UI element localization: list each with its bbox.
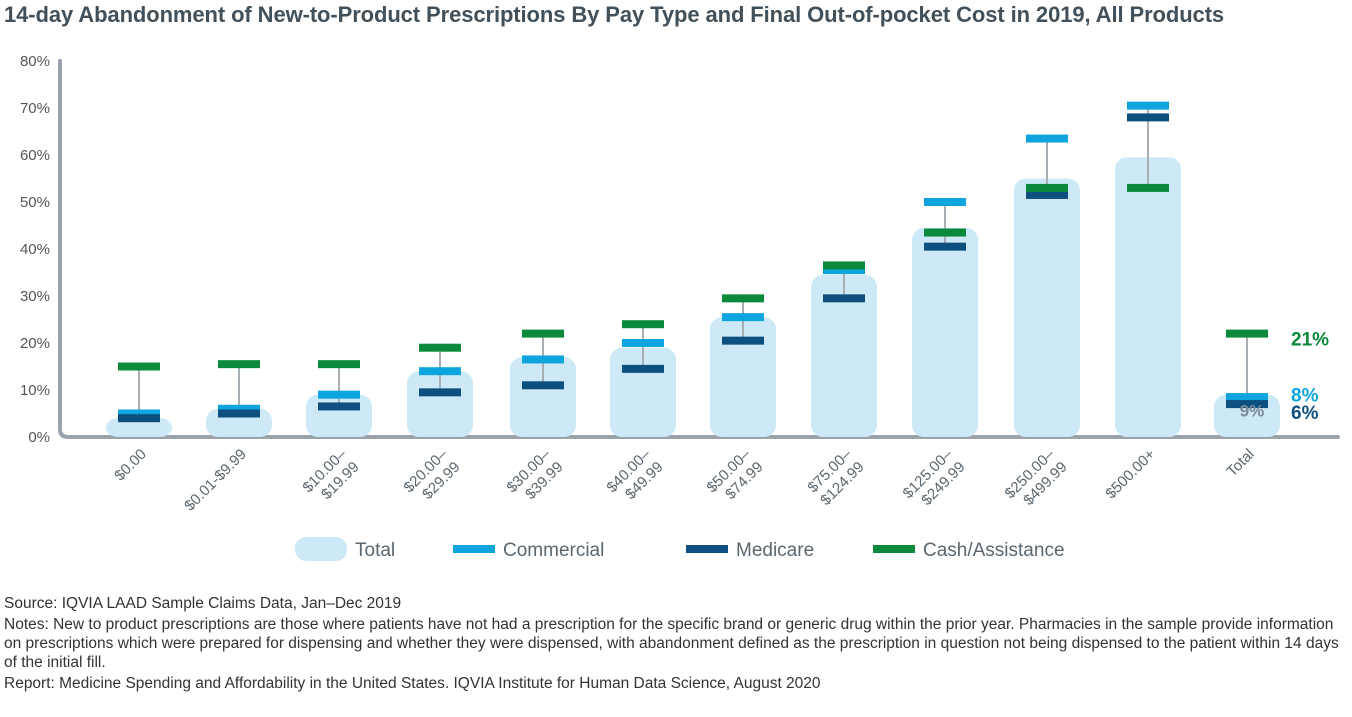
x-tick-line: Total <box>1223 446 1257 480</box>
notes: Source: IQVIA LAAD Sample Claims Data, J… <box>4 594 1344 695</box>
legend-swatch-medicare <box>686 545 728 553</box>
commercial-marker <box>823 266 865 275</box>
cash-assistance-marker <box>318 360 360 369</box>
legend-label: Cash/Assistance <box>923 540 1065 561</box>
y-tick-label: 60% <box>20 147 50 164</box>
commercial-marker <box>419 367 461 376</box>
y-tick-label: 20% <box>20 335 50 352</box>
x-tick-line: $0.01-$9.99 <box>181 446 250 515</box>
data-label: 6% <box>1291 403 1319 424</box>
data-label: 8% <box>1291 385 1319 406</box>
y-tick-label: 50% <box>20 194 50 211</box>
cash-assistance-marker <box>522 329 564 338</box>
cash-assistance-marker <box>722 294 764 303</box>
commercial-marker <box>218 404 260 413</box>
total-bar <box>912 227 978 437</box>
legend-label: Medicare <box>736 540 814 561</box>
medicare-marker <box>722 336 764 345</box>
y-tick-label: 30% <box>20 288 50 305</box>
medicare-marker <box>218 409 260 418</box>
cash-assistance-marker <box>1127 183 1169 192</box>
y-tick-label: 40% <box>20 241 50 258</box>
cash-assistance-marker <box>1226 329 1268 338</box>
label-layer: 21% 8%6% 9% <box>1240 329 1329 424</box>
commercial-marker <box>924 198 966 206</box>
bar-layer <box>106 157 1280 437</box>
axis-line <box>58 59 1340 439</box>
medicare-marker <box>1226 400 1268 409</box>
chart-title: 14-day Abandonment of New-to-Product Pre… <box>4 2 1225 27</box>
data-label: 21% <box>1291 329 1329 350</box>
total-bar <box>1115 157 1181 437</box>
total-bar <box>710 317 776 437</box>
commercial-marker <box>1226 393 1268 402</box>
cash-assistance-marker <box>419 343 461 352</box>
medicare-marker <box>622 364 664 373</box>
commercial-marker <box>722 313 764 322</box>
x-tick-line: $0.00 <box>111 446 150 485</box>
x-tick-label: Total <box>1223 446 1257 480</box>
legend-swatch-commercial <box>453 545 495 553</box>
notes-text: Notes: New to product prescriptions are … <box>4 616 1339 671</box>
medicare-marker <box>1127 113 1169 122</box>
commercial-marker <box>1127 101 1169 110</box>
x-tick-label: $40.00–$49.99 <box>603 445 666 503</box>
whisker-layer <box>138 105 1248 419</box>
total-bar <box>106 418 172 437</box>
y-tick-label: 80% <box>20 53 50 70</box>
commercial-marker <box>1026 134 1068 143</box>
source-note: Source: IQVIA LAAD Sample Claims Data, J… <box>4 595 402 612</box>
legend-swatch-total <box>295 537 347 561</box>
x-tick-label: $125.00–$249.99 <box>900 445 969 509</box>
commercial-marker <box>622 339 664 347</box>
medicare-marker <box>924 242 966 251</box>
cash-assistance-marker <box>218 360 260 369</box>
legend-label: Commercial <box>503 540 604 561</box>
medicare-marker <box>318 402 360 411</box>
cash-assistance-marker <box>924 228 966 237</box>
x-tick-label: $500.00+ <box>1102 446 1159 503</box>
total-bar <box>1014 178 1080 437</box>
total-bar <box>510 357 576 437</box>
x-tick-line: $500.00+ <box>1102 446 1159 503</box>
commercial-marker <box>318 390 360 399</box>
commercial-marker <box>522 355 564 364</box>
total-bar <box>811 274 877 437</box>
x-tick-label: $30.00–$39.99 <box>503 445 566 503</box>
legend-swatch-cash-assistance <box>873 545 915 553</box>
y-tick-label: 10% <box>20 382 50 399</box>
medicare-marker <box>522 381 564 390</box>
medicare-marker <box>1026 190 1068 199</box>
x-tick-label: $10.00–$19.99 <box>299 445 362 503</box>
x-tick-label: $50.00–$74.99 <box>703 445 766 503</box>
y-tick-label: 0% <box>28 429 50 446</box>
cash-assistance-marker <box>823 261 865 270</box>
x-tick-label: $0.01-$9.99 <box>181 446 250 515</box>
y-tick-label: 70% <box>20 100 50 117</box>
marker-layer <box>118 101 1268 423</box>
x-tick-label: $0.00 <box>111 446 150 485</box>
cash-assistance-marker <box>118 362 160 371</box>
report-note: Report: Medicine Spending and Affordabil… <box>4 675 821 692</box>
x-tick-label: $20.00–$29.99 <box>400 445 463 503</box>
data-label: 9% <box>1240 402 1265 421</box>
total-bar <box>407 371 473 437</box>
commercial-marker <box>118 409 160 418</box>
legend: Total Commercial Medicare Cash/Assistance <box>295 537 1065 561</box>
cash-assistance-marker <box>1026 183 1068 192</box>
medicare-marker <box>118 414 160 423</box>
medicare-marker <box>419 388 461 397</box>
medicare-marker <box>823 294 865 303</box>
cash-assistance-marker <box>622 320 664 329</box>
chart: 0% 10% 20% 30% 40% 50% 60% 70% 80% $0.00 $0.01-$9.… <box>20 53 1340 561</box>
legend-label: Total <box>355 540 395 561</box>
x-tick-label: $75.00–$124.99 <box>804 445 867 509</box>
x-tick-label: $250.00–$499.99 <box>1002 445 1071 509</box>
